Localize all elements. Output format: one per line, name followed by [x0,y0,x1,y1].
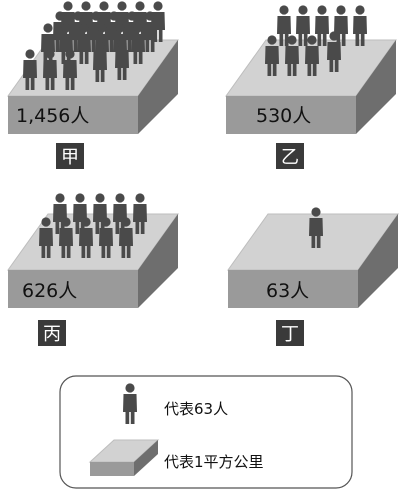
population-ding: 63人 [266,280,309,302]
slab-front [8,96,138,134]
slab-side [138,214,178,308]
label-box-bing [38,320,66,346]
label-box-ding [276,320,304,346]
person-icon [123,383,137,424]
legend-box [59,375,353,489]
label-jia: 甲 [61,147,79,168]
slab-front [8,270,138,308]
slab-side [358,214,398,308]
label-bing: 丙 [43,324,61,345]
label-box-yi [276,143,304,169]
label-yi: 乙 [281,147,299,168]
label-ding: 丁 [281,324,299,345]
label-box-jia [56,143,84,169]
legend-area-text: 代表1平方公里 [164,453,264,471]
slab-side [138,40,178,134]
panel-jia: 1,456人 甲 [7,1,179,169]
population-yi: 530人 [256,105,311,127]
population-bing: 626人 [22,280,77,302]
slab-front [226,96,356,134]
population-jia: 1,456人 [16,105,89,127]
panel-bing: 626人 丙 [7,193,179,346]
legend-person-text: 代表63人 [164,400,228,418]
slab-side [356,40,396,134]
legend: 代表63人 代表1平方公里 [59,375,353,489]
land-slab-icon [88,439,160,476]
panel-yi: 530人 乙 [225,5,397,169]
slab-front [228,270,358,308]
panel-ding: 63人 丁 [227,207,399,346]
